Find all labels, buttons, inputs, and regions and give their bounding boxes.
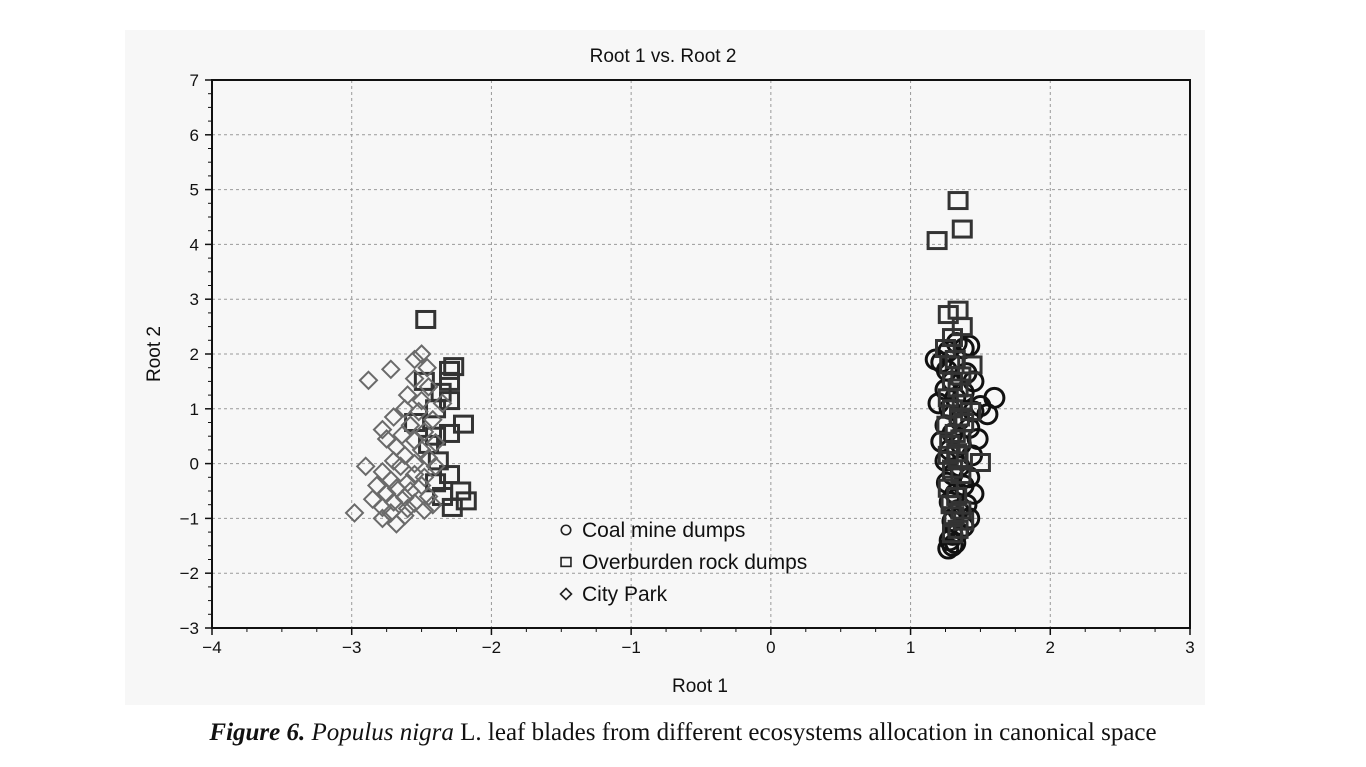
y-tick-label: −1 [180, 509, 199, 528]
x-tick-label: 3 [1185, 638, 1194, 657]
diamond-point [414, 467, 435, 488]
square-point [947, 519, 969, 539]
diamond-point [414, 500, 435, 521]
y-tick-label: 6 [190, 126, 199, 145]
square-point [941, 524, 963, 544]
legend-label: Overburden rock dumps [582, 551, 807, 574]
diamond-point [404, 368, 425, 389]
x-axis-label: Root 1 [672, 676, 728, 697]
x-tick-label: −1 [621, 638, 640, 657]
diamond-point [358, 370, 379, 391]
x-tick-label: 0 [766, 638, 775, 657]
y-tick-label: −3 [180, 619, 199, 638]
diamond-point [376, 429, 397, 449]
diamond-point [425, 456, 446, 477]
caption-text: L. leaf blades from different ecosystems… [453, 719, 1157, 746]
diamond-point [386, 513, 407, 534]
legend-diamond-icon [559, 587, 573, 601]
square-point [937, 305, 959, 325]
diamond-point [418, 376, 439, 397]
legend: Coal mine dumps Overburden rock dumps City… [559, 519, 807, 606]
x-tick-label: 2 [1046, 638, 1055, 657]
square-point [427, 451, 449, 471]
diamond-point [417, 357, 438, 378]
square-point [439, 423, 461, 443]
diamond-point [372, 419, 393, 440]
circle-point [937, 537, 960, 560]
figure-panel [125, 30, 1205, 705]
diamond-point [344, 503, 365, 523]
square-point [950, 465, 972, 485]
square-point [439, 360, 461, 380]
diamond-point [372, 497, 393, 518]
y-tick-label: 0 [190, 455, 199, 474]
diamond-point [383, 407, 404, 427]
diamond-point [425, 432, 446, 453]
y-axis-label: Root 2 [144, 326, 165, 382]
square-point [947, 191, 969, 211]
y-tick-label: 2 [190, 345, 199, 364]
diamond-point [394, 398, 415, 419]
y-tick-label: 4 [190, 235, 199, 254]
square-point [950, 429, 972, 449]
diamond-point [362, 489, 383, 510]
chart-title: Root 1 vs. Root 2 [590, 46, 737, 67]
diamond-point [404, 349, 425, 370]
circle-point [976, 403, 999, 426]
legend-label: City Park [582, 583, 668, 606]
x-tick-label: −4 [202, 638, 221, 657]
x-tick-label: 1 [906, 638, 915, 657]
y-tick-label: −2 [180, 564, 199, 583]
caption-label: Figure 6. [209, 719, 306, 746]
legend-square-icon [560, 556, 572, 568]
diamond-point [380, 359, 401, 380]
diamond-point [386, 437, 407, 458]
diamond-point [411, 390, 432, 411]
square-point [415, 309, 437, 329]
square-point [960, 402, 982, 422]
diamond-point [397, 498, 418, 519]
caption-species: Populus nigra [311, 719, 454, 746]
square-point [950, 500, 972, 520]
scatter-chart: Root 1 vs. Root 2 Root 2 Root 1 −4 −3 −2 −1… [144, 46, 1195, 697]
diamond-point [372, 508, 393, 529]
x-tick-label: −2 [482, 638, 501, 657]
y-tick-label: 5 [190, 181, 199, 200]
y-tick-label: 7 [190, 71, 199, 90]
diamond-point [394, 505, 415, 526]
square-point [941, 328, 963, 348]
diamond-point [414, 421, 435, 442]
square-point [450, 481, 472, 501]
square-point [951, 219, 973, 239]
y-tick-label: 3 [190, 290, 199, 309]
diamond-point [422, 494, 443, 515]
square-point [926, 231, 948, 251]
square-point [961, 355, 983, 375]
square-point [937, 388, 959, 408]
diamond-point [408, 401, 429, 422]
data-points [344, 191, 1006, 560]
diamond-point [355, 456, 376, 477]
diamond-point [390, 456, 411, 477]
diamond-point [432, 393, 453, 414]
diamond-point [404, 453, 425, 474]
x-tick-label: −3 [342, 638, 361, 657]
legend-circle-icon [560, 524, 572, 536]
square-point [969, 453, 991, 473]
square-point [944, 423, 966, 443]
diamond-point [422, 409, 443, 430]
diamond-point [383, 492, 404, 512]
square-point [441, 497, 463, 517]
legend-label: Coal mine dumps [582, 519, 745, 542]
y-tick-label: 1 [190, 400, 199, 419]
circle-point [962, 482, 985, 505]
diamond-point [394, 445, 415, 466]
figure-caption: Figure 6. Populus nigra L. leaf blades f… [0, 719, 1366, 747]
grid-lines [212, 80, 1190, 628]
